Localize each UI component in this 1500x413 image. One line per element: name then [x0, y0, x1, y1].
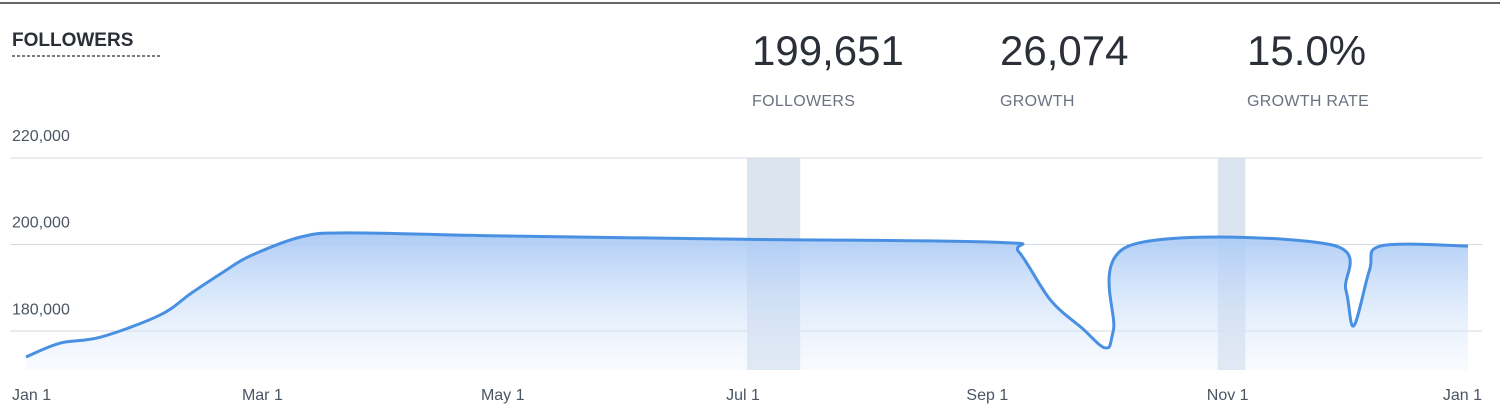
stat-label: FOLLOWERS [752, 93, 855, 110]
x-tick-label: Sep 1 [966, 387, 1008, 404]
x-tick-label: Jul 1 [726, 387, 760, 404]
stat-value: 199,651 [752, 27, 904, 74]
stat-value: 26,074 [1000, 27, 1128, 74]
y-tick-label: 220,000 [12, 128, 70, 145]
stat-label: GROWTH RATE [1247, 93, 1369, 110]
y-tick-label: 200,000 [12, 215, 70, 232]
stat-value: 15.0% [1247, 27, 1366, 74]
x-tick-label: Mar 1 [242, 387, 283, 404]
y-tick-label: 180,000 [12, 301, 70, 318]
x-tick-label: Nov 1 [1207, 387, 1249, 404]
line [25, 231, 1469, 359]
widget-title: FOLLOWERS [12, 30, 133, 51]
x-tick-label: Jan 1 [12, 387, 51, 404]
stat-label: GROWTH [1000, 93, 1075, 110]
x-tick-label: May 1 [481, 387, 525, 404]
area-fill [26, 232, 1468, 370]
x-tick-label: Jan 1 [1443, 387, 1482, 404]
